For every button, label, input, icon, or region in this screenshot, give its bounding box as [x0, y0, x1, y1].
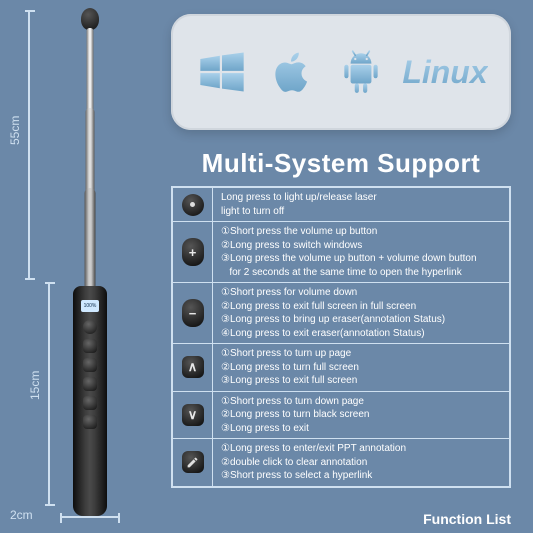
table-row: ∨①Short press to turn down page②Long pre… [173, 391, 509, 439]
footer-label: Function List [423, 511, 511, 527]
table-row: ∧①Short press to turn up page②Long press… [173, 343, 509, 391]
function-line: ①Short press to turn down page [221, 395, 503, 409]
dimension-width-label: 2cm [10, 508, 33, 522]
product-area: 100% 55cm 15cm 2cm [0, 0, 170, 533]
function-line: ③Long press the volume up button + volum… [221, 252, 503, 266]
android-icon [333, 44, 389, 100]
handle: 100% [73, 286, 107, 516]
pen-key-icon [173, 439, 213, 486]
handle-buttons [82, 320, 98, 429]
laser-key-icon [173, 188, 213, 221]
handle-button-plus [83, 339, 97, 353]
function-line: Long press to light up/release laser [221, 191, 503, 205]
dimension-lower-label: 15cm [28, 371, 42, 400]
function-description: Long press to light up/release laserligh… [213, 188, 509, 221]
table-row: +①Short press the volume up button②Long … [173, 221, 509, 282]
function-description: ①Short press to turn up page②Long press … [213, 344, 509, 391]
function-line: ③Long press to exit [221, 422, 503, 436]
function-line: ④Long press to exit eraser(annotation St… [221, 327, 503, 341]
dimension-lower-line [48, 282, 50, 506]
product-illustration: 100% [60, 8, 120, 528]
os-panel: Linux [171, 14, 511, 130]
down-key-icon: ∨ [173, 392, 213, 439]
function-line: ②Long press to turn black screen [221, 408, 503, 422]
table-row: ①Long press to enter/exit PPT annotation… [173, 438, 509, 486]
function-description: ①Short press the volume up button②Long p… [213, 222, 509, 282]
dimension-upper-label: 55cm [8, 116, 22, 145]
function-line: ③Long press to bring up eraser(annotatio… [221, 313, 503, 327]
handle-button-pen [83, 415, 97, 429]
function-line: ①Short press the volume up button [221, 225, 503, 239]
handle-button-laser [83, 320, 97, 334]
table-row: Long press to light up/release laserligh… [173, 188, 509, 221]
function-line: ③Long press to exit full screen [221, 374, 503, 388]
plus-key-icon: + [173, 222, 213, 282]
handle-screen: 100% [81, 300, 99, 312]
function-line: ②Long press to turn full screen [221, 361, 503, 375]
table-row: −①Short press for volume down②Long press… [173, 282, 509, 343]
function-description: ①Long press to enter/exit PPT annotation… [213, 439, 509, 486]
function-line: ①Long press to enter/exit PPT annotation [221, 442, 503, 456]
linux-label: Linux [402, 54, 487, 91]
telescopic-shaft [87, 28, 94, 288]
function-table: Long press to light up/release laserligh… [171, 186, 511, 488]
function-line: for 2 seconds at the same time to open t… [221, 266, 503, 280]
handle-button-minus [83, 358, 97, 372]
dimension-upper-line [28, 10, 30, 280]
function-line: ③Short press to select a hyperlink [221, 469, 503, 483]
dimension-width-line [60, 516, 120, 518]
function-line: ②Long press to switch windows [221, 239, 503, 253]
handle-button-up [83, 377, 97, 391]
up-key-icon: ∧ [173, 344, 213, 391]
function-line: ①Short press for volume down [221, 286, 503, 300]
function-line: ②Long press to exit full screen in full … [221, 300, 503, 314]
function-description: ①Short press for volume down②Long press … [213, 283, 509, 343]
handle-button-down [83, 396, 97, 410]
page-title: Multi-System Support [171, 148, 511, 179]
function-line: ①Short press to turn up page [221, 347, 503, 361]
function-line: ②double click to clear annotation [221, 456, 503, 470]
apple-icon [264, 44, 320, 100]
minus-key-icon: − [173, 283, 213, 343]
function-line: light to turn off [221, 205, 503, 219]
function-description: ①Short press to turn down page②Long pres… [213, 392, 509, 439]
windows-icon [194, 44, 250, 100]
stylus-tip [81, 8, 99, 30]
